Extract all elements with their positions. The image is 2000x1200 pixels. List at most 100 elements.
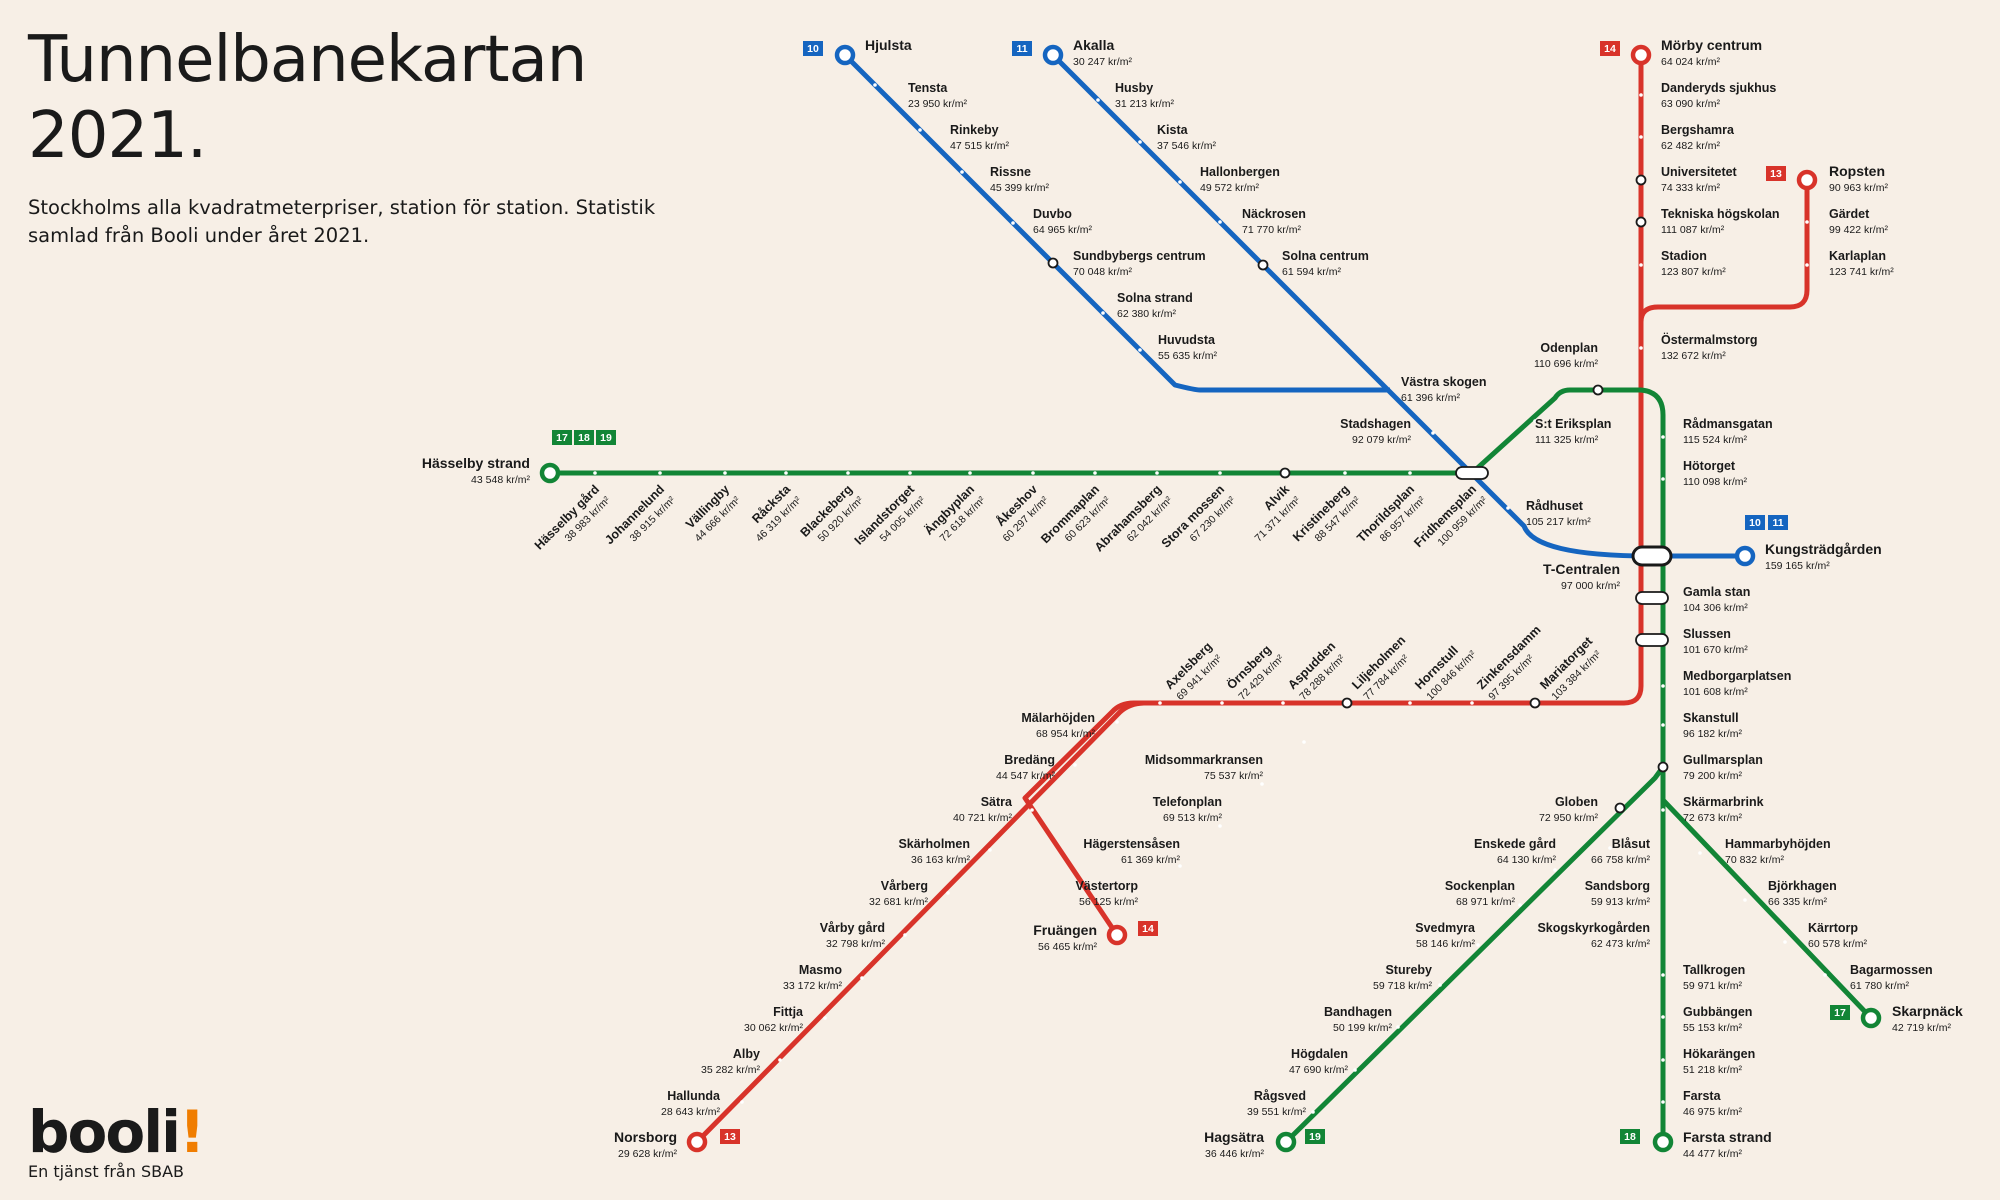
station-hammarbyhojden[interactable]: Hammarbyhöjden 70 832 kr/m² bbox=[1698, 837, 1831, 866]
station-kungstradgarden[interactable]: Kungsträdgården 159 165 kr/m² bbox=[1734, 541, 1882, 572]
station-t-centralen[interactable]: T-Centralen 97 000 kr/m² bbox=[1543, 545, 1673, 592]
station-ostermalmstorg[interactable]: Östermalmstorg 132 672 kr/m² bbox=[1639, 332, 1758, 362]
station-husby[interactable]: Husby 31 213 kr/m² bbox=[1096, 81, 1174, 110]
station-tekniska-hogskolan[interactable]: Tekniska högskolan 111 087 kr/m² bbox=[1635, 207, 1780, 236]
station-radhuset[interactable]: Rådhuset 105 217 kr/m² bbox=[1506, 499, 1591, 528]
station-gubbangen[interactable]: Gubbängen 55 153 kr/m² bbox=[1661, 1005, 1752, 1034]
station-hotorget[interactable]: Hötorget 110 098 kr/m² bbox=[1661, 459, 1748, 488]
station-price: 56 465 kr/m² bbox=[1038, 941, 1097, 953]
station-label: Bandhagen 50 199 kr/m² bbox=[1324, 1005, 1393, 1034]
station-bergshamra[interactable]: Bergshamra 62 482 kr/m² bbox=[1639, 123, 1735, 152]
station-enskede-gard[interactable]: Enskede gård 64 130 kr/m² bbox=[1474, 837, 1557, 872]
station-masmo[interactable]: Masmo 33 172 kr/m² bbox=[783, 963, 864, 992]
station-kista[interactable]: Kista 37 546 kr/m² bbox=[1138, 123, 1216, 152]
station-hallonbergen[interactable]: Hallonbergen 49 572 kr/m² bbox=[1178, 165, 1280, 194]
station-danderyds-sjukhus[interactable]: Danderyds sjukhus 63 090 kr/m² bbox=[1639, 81, 1776, 110]
station-varby-gard[interactable]: Vårby gård 32 798 kr/m² bbox=[820, 921, 907, 950]
station-globen[interactable]: Globen 72 950 kr/m² bbox=[1539, 795, 1626, 824]
station-norsborg[interactable]: Norsborg 29 628 kr/m² bbox=[614, 1129, 708, 1160]
station-rissne[interactable]: Rissne 45 399 kr/m² bbox=[960, 165, 1049, 194]
station-svedmyra[interactable]: Svedmyra 58 146 kr/m² bbox=[1415, 921, 1480, 950]
station-gamla-stan[interactable]: Gamla stan 104 306 kr/m² bbox=[1635, 585, 1750, 614]
station-telefonplan[interactable]: Telefonplan 69 513 kr/m² bbox=[1153, 782, 1264, 824]
station-skogskyrkogarden[interactable]: Skogskyrkogården 62 473 kr/m² bbox=[1537, 921, 1650, 950]
station-farsta[interactable]: Farsta 46 975 kr/m² bbox=[1661, 1089, 1742, 1118]
station-midsommarkransen[interactable]: Midsommarkransen 75 537 kr/m² bbox=[1145, 740, 1306, 782]
station-ropsten[interactable]: Ropsten 90 963 kr/m² bbox=[1796, 163, 1888, 194]
station-fittja[interactable]: Fittja 30 062 kr/m² bbox=[744, 1005, 827, 1034]
station-hagerstensasen[interactable]: Hägerstensåsen 61 369 kr/m² bbox=[1083, 824, 1222, 866]
station-radmansgatan[interactable]: Rådmansgatan 115 524 kr/m² bbox=[1661, 417, 1773, 446]
station-stadshagen[interactable]: Stadshagen 92 079 kr/m² bbox=[1340, 417, 1435, 446]
station-odenplan[interactable]: Odenplan 110 696 kr/m² bbox=[1534, 341, 1604, 396]
station-skanstull[interactable]: Skanstull 96 182 kr/m² bbox=[1661, 711, 1742, 740]
station-malarhojden[interactable]: Mälarhöjden 68 954 kr/m² bbox=[1021, 711, 1119, 740]
station-hasselby-strand[interactable]: Hässelby strand 43 548 kr/m² bbox=[422, 455, 561, 486]
station-karrtorp[interactable]: Kärrtorp 60 578 kr/m² bbox=[1783, 921, 1867, 950]
station-bredang[interactable]: Bredäng 44 547 kr/m² bbox=[996, 753, 1077, 782]
station-hallunda[interactable]: Hallunda 28 643 kr/m² bbox=[661, 1089, 744, 1118]
station-akalla[interactable]: Akalla 30 247 kr/m² bbox=[1042, 37, 1132, 68]
station-s-t-eriksplan[interactable]: S:t Eriksplan 111 325 kr/m² bbox=[1533, 417, 1611, 446]
booli-logo[interactable]: booli! bbox=[28, 1102, 205, 1162]
station-sockenplan[interactable]: Sockenplan 68 971 kr/m² bbox=[1445, 879, 1522, 908]
station-bjorkhagen[interactable]: Björkhagen 66 335 kr/m² bbox=[1743, 879, 1837, 908]
station-hogdalen[interactable]: Högdalen 47 690 kr/m² bbox=[1289, 1047, 1357, 1076]
station-sundbybergs-centrum[interactable]: Sundbybergs centrum 70 048 kr/m² bbox=[1047, 249, 1206, 278]
station-hokarangen[interactable]: Hökarängen 51 218 kr/m² bbox=[1661, 1047, 1755, 1076]
station-morby-centrum[interactable]: Mörby centrum 64 024 kr/m² bbox=[1630, 37, 1762, 68]
station-marker bbox=[1661, 477, 1665, 481]
station-alby[interactable]: Alby 35 282 kr/m² bbox=[701, 1047, 782, 1076]
station-slussen[interactable]: Slussen 101 670 kr/m² bbox=[1635, 627, 1748, 656]
station-skarpnack[interactable]: Skarpnäck 42 719 kr/m² bbox=[1860, 1003, 1963, 1034]
station-stureby[interactable]: Stureby 59 718 kr/m² bbox=[1373, 963, 1442, 992]
station-bagarmossen[interactable]: Bagarmossen 61 780 kr/m² bbox=[1823, 963, 1933, 992]
station-fruangen[interactable]: Fruängen 56 465 kr/m² bbox=[1033, 922, 1128, 953]
station-skarholmen[interactable]: Skärholmen 36 163 kr/m² bbox=[898, 837, 992, 866]
station-solna-strand[interactable]: Solna strand 62 380 kr/m² bbox=[1101, 291, 1193, 320]
station-hagsatra[interactable]: Hagsätra 36 446 kr/m² bbox=[1204, 1129, 1297, 1160]
station-bandhagen[interactable]: Bandhagen 50 199 kr/m² bbox=[1324, 1005, 1400, 1034]
station-skarmarbrink[interactable]: Skärmarbrink 72 673 kr/m² bbox=[1661, 795, 1764, 824]
station-vastra-skogen[interactable]: Västra skogen 61 396 kr/m² bbox=[1401, 375, 1486, 404]
station-stadion[interactable]: Stadion 123 807 kr/m² bbox=[1639, 249, 1726, 278]
station-ragsved[interactable]: Rågsved 39 551 kr/m² bbox=[1247, 1089, 1315, 1118]
station-sandsborg[interactable]: Sandsborg 59 913 kr/m² bbox=[1585, 879, 1651, 908]
station-gullmarsplan[interactable]: Gullmarsplan 79 200 kr/m² bbox=[1657, 753, 1763, 782]
station-rinkeby[interactable]: Rinkeby 47 515 kr/m² bbox=[918, 123, 1009, 152]
station-label: Gamla stan 104 306 kr/m² bbox=[1683, 585, 1750, 614]
station-gardet[interactable]: Gärdet 99 422 kr/m² bbox=[1805, 207, 1888, 236]
station-karlaplan[interactable]: Karlaplan 123 741 kr/m² bbox=[1805, 249, 1894, 278]
station-vastertorp[interactable]: Västertorp 56 125 kr/m² bbox=[1075, 864, 1182, 908]
station-medborgarplatsen[interactable]: Medborgarplatsen 101 608 kr/m² bbox=[1661, 669, 1791, 698]
station-tensta[interactable]: Tensta 23 950 kr/m² bbox=[873, 81, 967, 110]
station-nackrosen[interactable]: Näckrosen 71 770 kr/m² bbox=[1218, 207, 1306, 236]
station-blasut[interactable]: Blåsut 66 758 kr/m² bbox=[1591, 837, 1651, 866]
station-varberg[interactable]: Vårberg 32 681 kr/m² bbox=[869, 879, 950, 908]
station-satra[interactable]: Sätra 40 721 kr/m² bbox=[953, 795, 1034, 824]
station-universitetet[interactable]: Universitetet 74 333 kr/m² bbox=[1635, 165, 1738, 194]
station-solna-centrum[interactable]: Solna centrum 61 594 kr/m² bbox=[1257, 249, 1369, 278]
station-farsta-strand[interactable]: Farsta strand 44 477 kr/m² bbox=[1652, 1129, 1772, 1160]
station-duvbo[interactable]: Duvbo 64 965 kr/m² bbox=[1011, 207, 1092, 236]
station-tallkrogen[interactable]: Tallkrogen 59 971 kr/m² bbox=[1661, 963, 1745, 992]
station-hjulsta[interactable]: Hjulsta bbox=[834, 37, 912, 66]
station-huvudsta[interactable]: Huvudsta 55 635 kr/m² bbox=[1138, 333, 1217, 362]
